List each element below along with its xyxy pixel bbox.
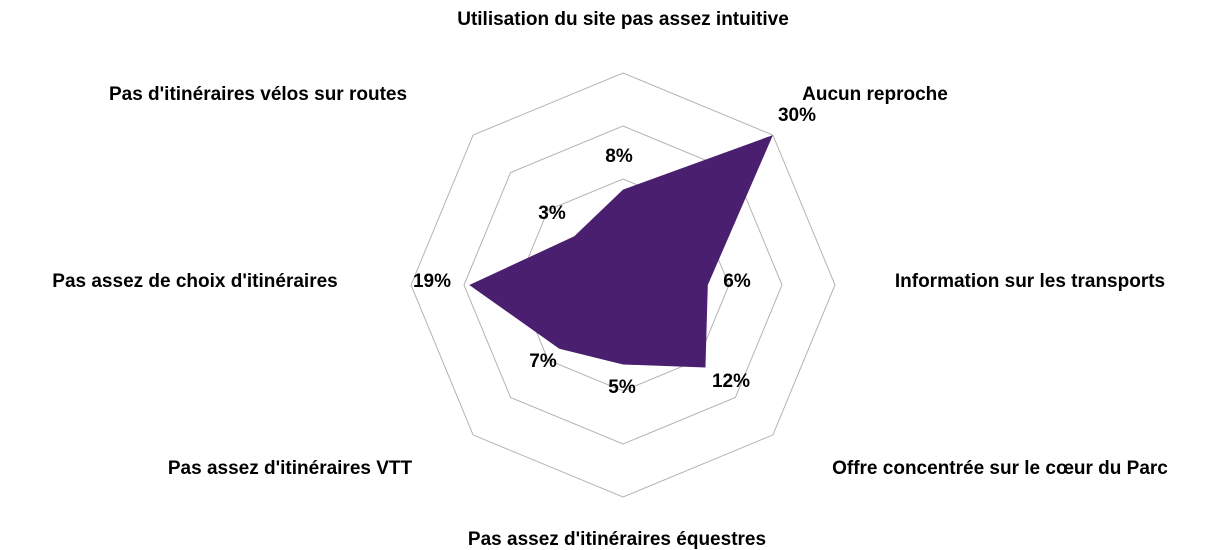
category-label: Aucun reproche [802, 84, 948, 105]
category-label: Pas assez d'itinéraires VTT [168, 458, 413, 479]
category-label: Utilisation du site pas assez intuitive [457, 9, 789, 30]
value-label: 6% [723, 271, 751, 292]
value-label: 8% [605, 146, 633, 167]
grid-ring [410, 72, 836, 498]
value-label: 7% [529, 351, 557, 372]
value-label: 30% [778, 105, 816, 126]
category-label: Information sur les transports [895, 271, 1165, 292]
value-label: 19% [413, 271, 451, 292]
category-label: Pas assez de choix d'itinéraires [52, 271, 337, 292]
value-label: 5% [608, 377, 636, 398]
value-label: 3% [538, 203, 566, 224]
value-label: 12% [712, 371, 750, 392]
grid-ring [463, 125, 783, 445]
category-label: Pas assez d'itinéraires équestres [468, 529, 766, 550]
category-label: Offre concentrée sur le cœur du Parc [832, 458, 1168, 479]
category-label: Pas d'itinéraires vélos sur routes [109, 84, 407, 105]
radar-area [469, 135, 773, 368]
